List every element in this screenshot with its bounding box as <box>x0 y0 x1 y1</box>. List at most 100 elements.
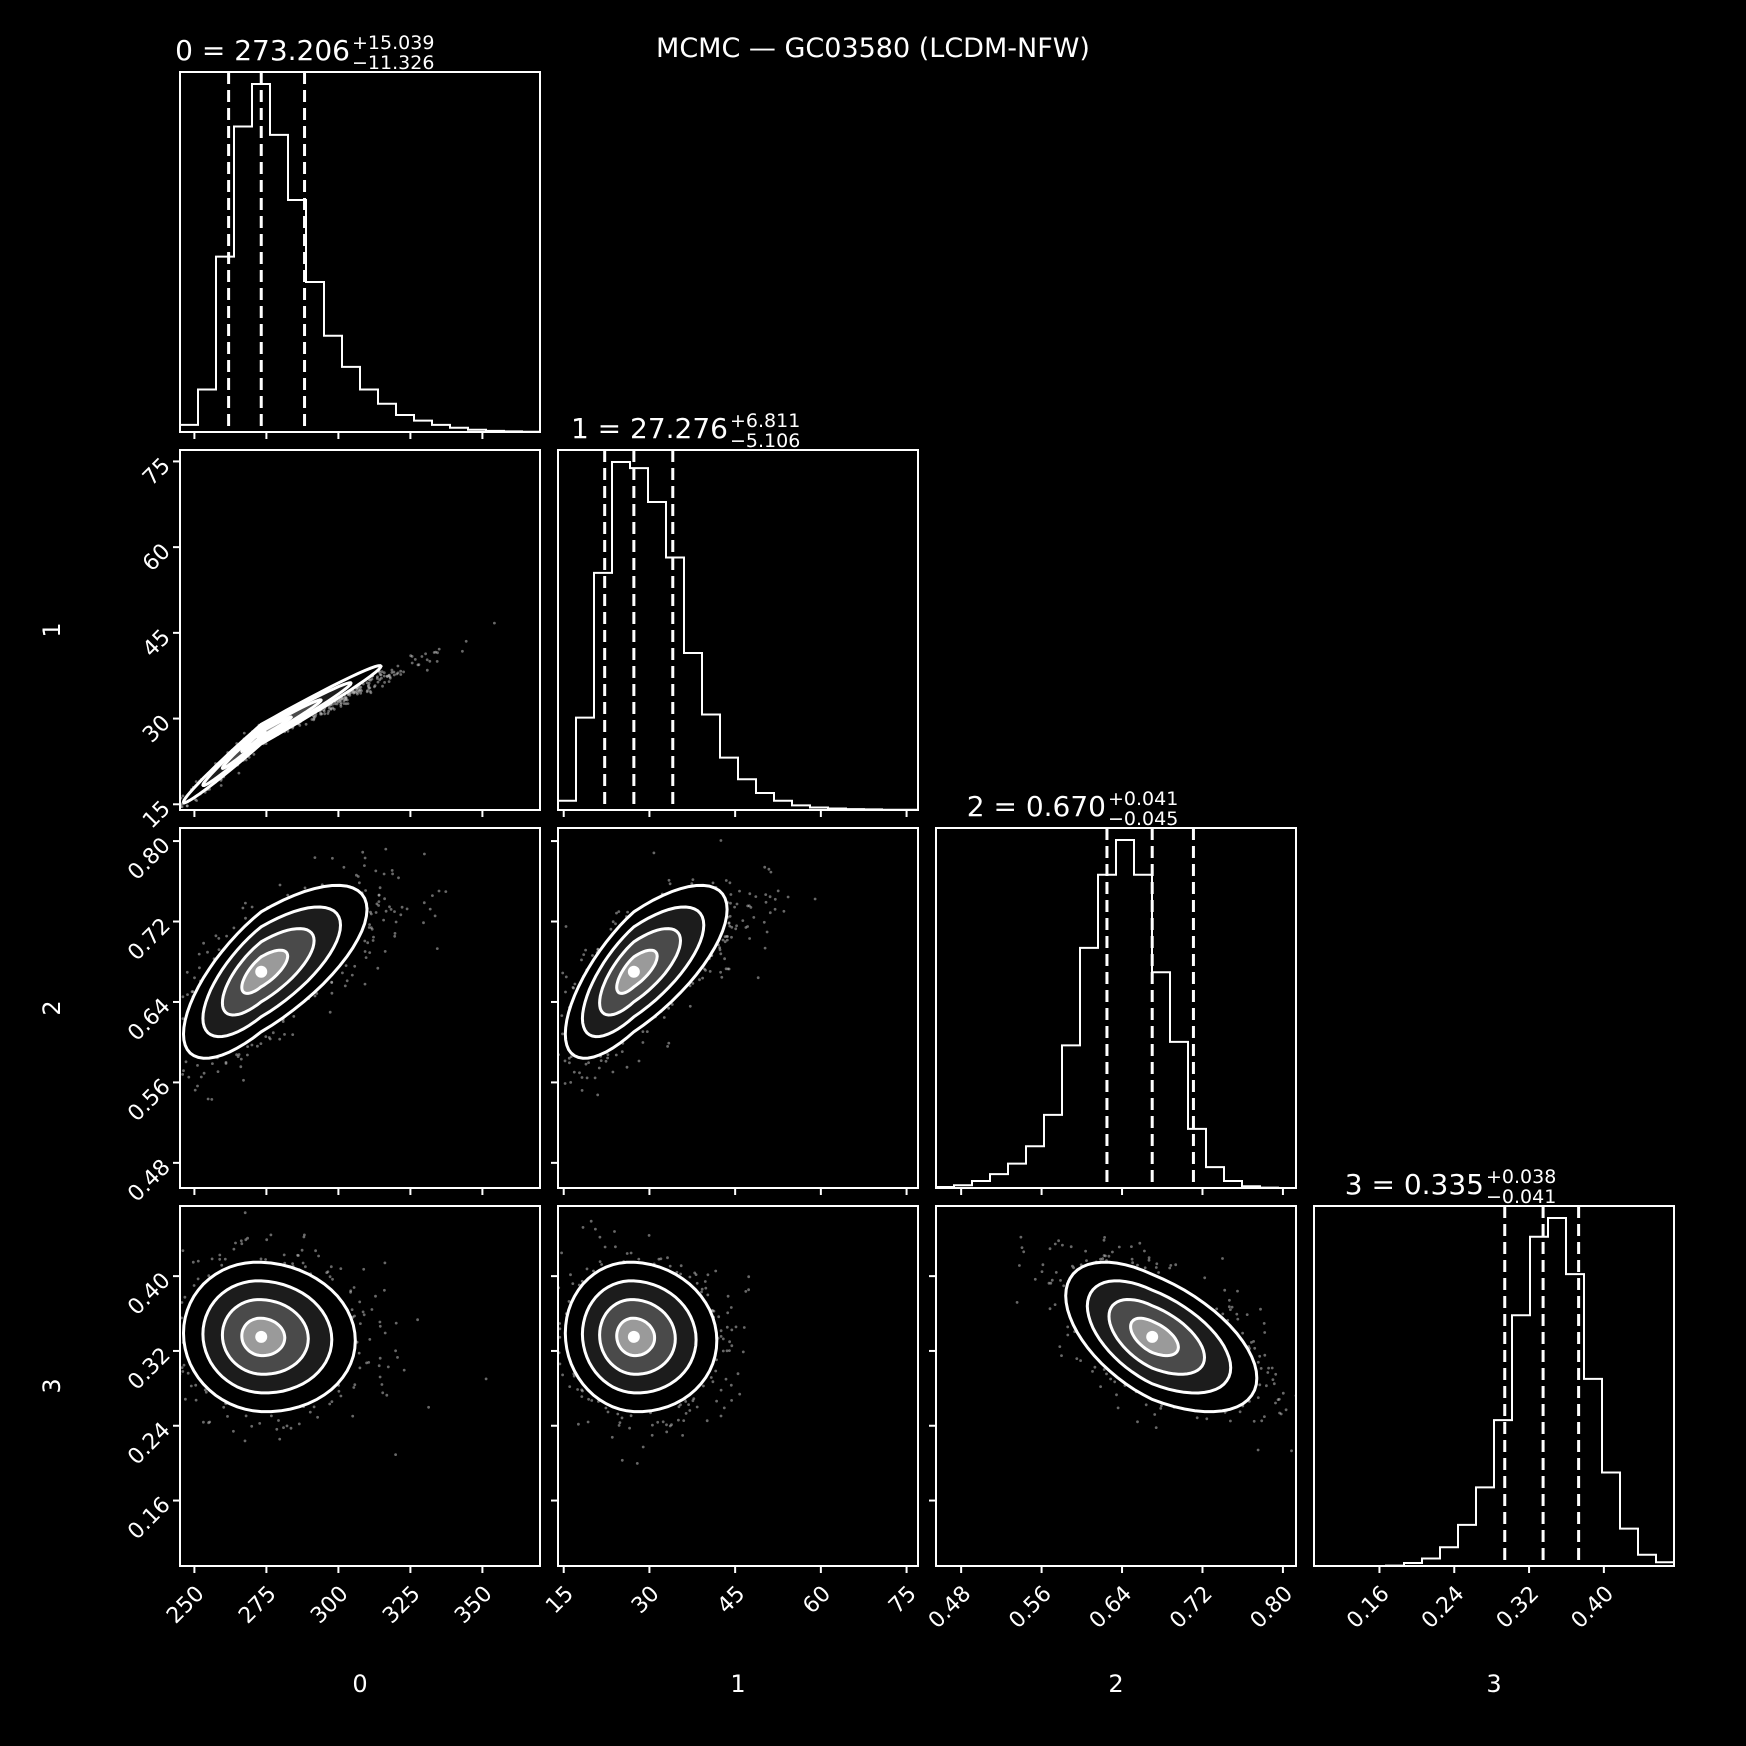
sample-point <box>362 1313 366 1317</box>
sample-point <box>717 1315 721 1319</box>
panel-title-plus-2: +0.041 <box>1108 788 1178 810</box>
sample-point <box>217 937 221 940</box>
sample-point <box>170 1315 173 1318</box>
sample-point <box>764 893 768 896</box>
joint-content-2-1 <box>553 839 817 1097</box>
sample-point <box>339 705 343 708</box>
sample-point <box>269 1233 273 1237</box>
sample-point <box>206 1097 210 1101</box>
sample-point <box>278 1437 282 1441</box>
sample-point <box>353 964 357 968</box>
sample-point <box>729 1306 733 1309</box>
sample-point <box>786 895 790 899</box>
sample-point <box>396 1356 399 1359</box>
sample-point <box>656 1420 660 1424</box>
sample-point <box>236 1055 240 1058</box>
sample-point <box>589 1219 593 1223</box>
sample-point <box>314 1249 317 1253</box>
sample-point <box>202 1420 205 1424</box>
sample-point <box>322 708 326 712</box>
sample-point <box>369 912 373 916</box>
contour-3 <box>563 883 729 1060</box>
sample-point <box>580 1395 584 1398</box>
sample-point <box>553 1031 556 1034</box>
sample-point <box>425 668 429 672</box>
sample-point <box>580 1076 584 1079</box>
contour-2 <box>201 681 353 787</box>
sample-point <box>239 1057 243 1061</box>
sample-point <box>738 889 741 893</box>
sample-point <box>289 1426 293 1430</box>
sample-point <box>603 1245 607 1249</box>
density-peak <box>255 1330 268 1343</box>
sample-point <box>222 1405 226 1409</box>
sample-point <box>776 889 780 893</box>
sample-point <box>1022 1250 1026 1254</box>
contour-3 <box>181 664 383 805</box>
sample-point <box>366 689 369 692</box>
sample-point <box>172 1327 175 1330</box>
sample-point <box>181 1370 185 1373</box>
sample-point <box>303 886 307 890</box>
sample-point <box>427 1405 430 1409</box>
sample-point <box>1053 1303 1057 1306</box>
sample-point <box>606 1410 610 1414</box>
sample-point <box>172 1272 175 1275</box>
histogram-panel-1: 1 = 27.276 +6.811−5.106 <box>557 410 919 811</box>
sample-point <box>641 1445 645 1449</box>
sample-point <box>720 975 724 979</box>
contour-2 <box>580 1279 698 1395</box>
sample-point <box>437 647 441 651</box>
sample-point <box>752 916 756 919</box>
contour-1 <box>220 927 316 1017</box>
contour-0 <box>240 948 290 995</box>
sample-point <box>199 1075 203 1079</box>
sample-point <box>368 923 371 926</box>
sample-point <box>166 1051 169 1054</box>
sample-point <box>167 1054 170 1057</box>
sample-point <box>813 897 817 901</box>
sample-point <box>402 1368 406 1372</box>
sample-point <box>768 911 772 915</box>
sample-point <box>381 684 384 688</box>
sample-point <box>702 1384 705 1388</box>
sample-point <box>246 1053 249 1057</box>
sample-point <box>172 1046 175 1049</box>
sample-point <box>157 1071 160 1074</box>
sample-point <box>371 939 375 942</box>
sample-point <box>181 1249 185 1252</box>
sample-point <box>224 1061 228 1064</box>
sample-point <box>387 680 391 683</box>
sample-point <box>719 1335 723 1338</box>
sample-point <box>378 1324 382 1328</box>
sample-point <box>354 690 358 693</box>
sample-point <box>1215 1307 1219 1311</box>
sample-point <box>392 673 396 677</box>
sample-point <box>721 1349 725 1353</box>
sample-point <box>484 1377 488 1381</box>
sample-point <box>551 1397 554 1400</box>
sample-point <box>239 1239 243 1243</box>
sample-point <box>182 1069 185 1072</box>
sample-point <box>328 1010 332 1014</box>
sample-point <box>647 1234 651 1237</box>
sample-point <box>1131 1261 1134 1265</box>
sample-point <box>330 980 334 984</box>
sample-point <box>367 1361 371 1364</box>
sample-point <box>585 1076 589 1080</box>
sample-point <box>625 1252 629 1255</box>
sample-point <box>763 946 767 950</box>
sample-point <box>410 661 414 665</box>
sample-point <box>597 1066 601 1070</box>
sample-point <box>747 1275 751 1279</box>
sample-point <box>240 1242 244 1246</box>
sample-point <box>378 1320 382 1324</box>
sample-point <box>244 901 247 905</box>
sample-point <box>613 1230 616 1233</box>
sample-point <box>391 872 394 876</box>
sample-point <box>435 947 439 950</box>
sample-point <box>1107 1254 1111 1258</box>
sample-point <box>584 948 587 952</box>
sample-point <box>762 920 766 924</box>
sample-point <box>564 975 568 979</box>
